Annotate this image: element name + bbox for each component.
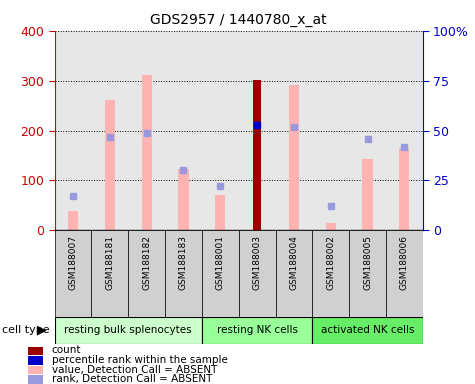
Bar: [28, 356, 43, 365]
Bar: [128, 230, 165, 317]
Bar: [238, 31, 276, 230]
Bar: [349, 31, 386, 230]
Text: GSM188181: GSM188181: [105, 235, 114, 290]
Bar: [105, 99, 115, 230]
Text: percentile rank within the sample: percentile rank within the sample: [52, 355, 228, 365]
Text: GSM188183: GSM188183: [179, 235, 188, 290]
Bar: [399, 148, 409, 230]
Text: activated NK cells: activated NK cells: [321, 325, 414, 335]
Text: GSM188003: GSM188003: [253, 235, 262, 290]
Bar: [142, 74, 152, 230]
Bar: [289, 84, 299, 230]
Bar: [202, 230, 238, 317]
Bar: [386, 31, 423, 230]
Bar: [276, 230, 313, 317]
Bar: [253, 79, 261, 230]
Text: GSM188002: GSM188002: [326, 235, 335, 290]
Text: GSM188006: GSM188006: [400, 235, 409, 290]
Bar: [202, 317, 313, 344]
Title: GDS2957 / 1440780_x_at: GDS2957 / 1440780_x_at: [151, 13, 327, 27]
Bar: [202, 31, 238, 230]
Bar: [238, 230, 276, 317]
Text: cell type: cell type: [2, 325, 50, 335]
Text: GSM188005: GSM188005: [363, 235, 372, 290]
Bar: [386, 230, 423, 317]
Bar: [55, 317, 202, 344]
Text: rank, Detection Call = ABSENT: rank, Detection Call = ABSENT: [52, 374, 212, 384]
Text: GSM188007: GSM188007: [68, 235, 77, 290]
Bar: [276, 31, 313, 230]
Bar: [179, 169, 189, 230]
Bar: [313, 317, 423, 344]
Text: count: count: [52, 345, 81, 356]
Text: GSM188001: GSM188001: [216, 235, 225, 290]
Bar: [91, 230, 128, 317]
Bar: [28, 346, 43, 355]
Bar: [91, 31, 128, 230]
Bar: [165, 230, 202, 317]
Bar: [28, 366, 43, 374]
Bar: [215, 195, 225, 230]
Bar: [165, 31, 202, 230]
Bar: [68, 212, 78, 230]
Bar: [55, 31, 91, 230]
Bar: [313, 31, 349, 230]
Text: value, Detection Call = ABSENT: value, Detection Call = ABSENT: [52, 364, 217, 375]
Bar: [313, 230, 349, 317]
Bar: [28, 376, 43, 384]
Text: resting bulk splenocytes: resting bulk splenocytes: [65, 325, 192, 335]
Text: resting NK cells: resting NK cells: [217, 325, 298, 335]
Text: ▶: ▶: [37, 324, 47, 337]
Bar: [362, 159, 372, 230]
Text: GSM188182: GSM188182: [142, 235, 151, 290]
Text: GSM188004: GSM188004: [289, 235, 298, 290]
Bar: [349, 230, 386, 317]
Bar: [55, 230, 91, 317]
Bar: [128, 31, 165, 230]
Bar: [326, 223, 336, 230]
